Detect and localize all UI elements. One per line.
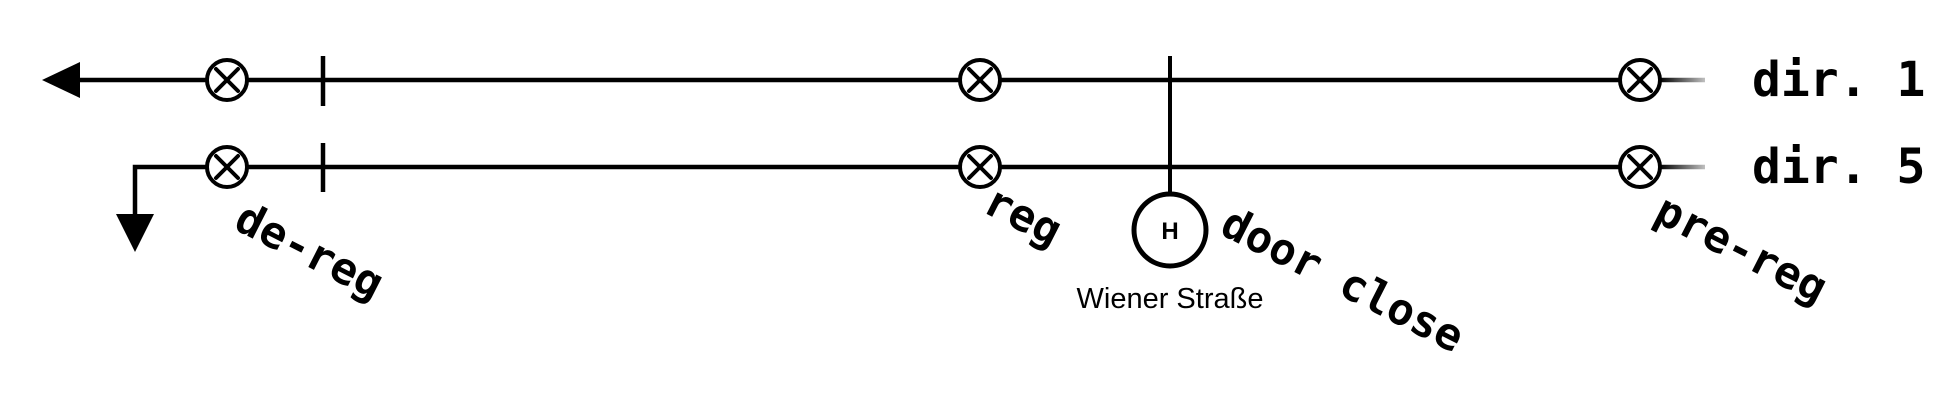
stop-symbol: H	[1161, 218, 1178, 245]
label-door-close: door close	[1213, 197, 1472, 363]
arrow-left-icon	[42, 62, 80, 98]
detector-icon	[205, 58, 249, 102]
station-name: Wiener Straße	[1077, 283, 1264, 315]
label-reg: reg	[976, 175, 1070, 257]
direction-label-1: dir. 1	[1752, 52, 1925, 108]
track-dir-1	[42, 56, 1720, 106]
detector-icon	[958, 58, 1002, 102]
detector-icon	[205, 145, 249, 189]
detector-icon	[1618, 58, 1662, 102]
track-dir-5	[116, 143, 1720, 252]
arrow-down-icon	[116, 214, 154, 252]
detector-icon	[958, 145, 1002, 189]
label-pre-reg: pre-reg	[1647, 184, 1835, 314]
stop-icon	[1131, 191, 1209, 269]
stop-wiener-strasse: H Wiener Straße	[1077, 56, 1264, 315]
label-de-reg: de-reg	[227, 192, 392, 310]
detector-icon	[1618, 145, 1662, 189]
direction-label-5: dir. 5	[1752, 139, 1925, 195]
